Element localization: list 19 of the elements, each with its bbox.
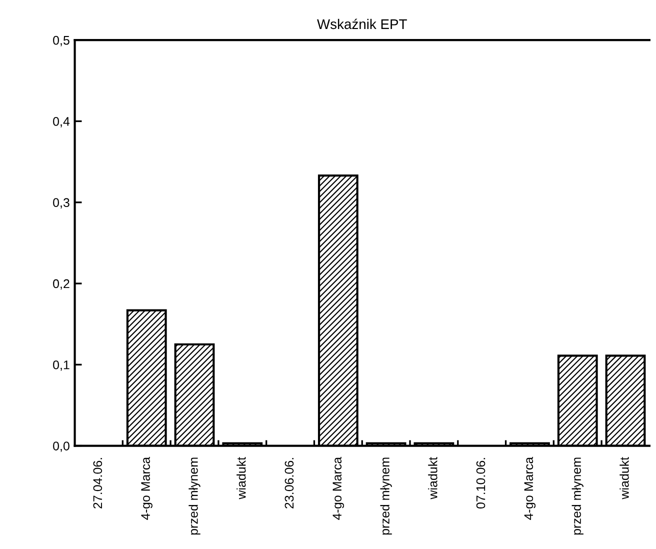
y-tick-label: 0,0 [53,442,70,452]
y-tick-label: 0,1 [53,360,70,371]
x-tick-label: 23.06.06. [284,458,294,508]
x-tick-label: wiadukt [236,456,246,500]
x-tick-label: przed młynem [188,458,200,535]
y-tick-label: 0,4 [53,117,70,128]
x-tick-label: 07.10.06. [476,458,486,509]
x-tick-label: 27.04.06. [93,458,102,508]
y-tick-label: 0,5 [53,36,70,46]
x-tick-label: wiadukt [620,456,629,500]
x-tick-label: 4-go Marca [141,456,152,520]
x-tick-label: 4-go Marca [332,456,344,520]
x-tick-label: przed młynem [380,458,392,535]
y-tick-label: 0,2 [53,279,70,290]
y-tick-label: 0,3 [53,198,70,208]
x-tick-label: wiadukt [428,456,438,500]
x-tick-label: 4-go Marca [524,456,536,520]
chart-title: Wskaźnik EPT [317,18,407,30]
x-tick-label: przed młynem [572,458,584,535]
